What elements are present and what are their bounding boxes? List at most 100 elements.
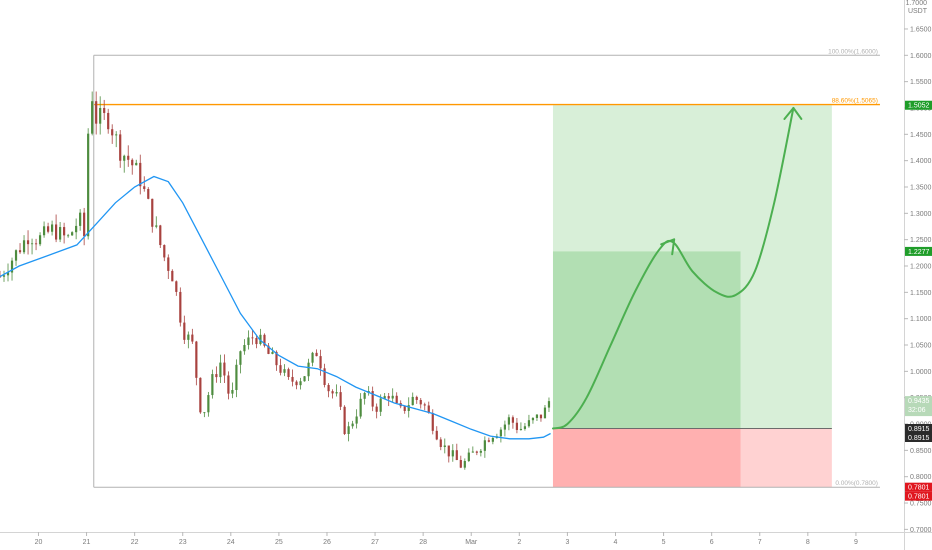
candle-body bbox=[419, 399, 422, 405]
candle-body bbox=[343, 406, 346, 435]
candle-body bbox=[171, 270, 174, 282]
price-tick-label: 1.3000 bbox=[910, 211, 932, 218]
candle-body bbox=[14, 250, 18, 261]
candle-body bbox=[235, 364, 238, 391]
time-tick-label: 3 bbox=[565, 539, 569, 546]
candle-body bbox=[315, 352, 318, 357]
time-tick-label: 27 bbox=[371, 539, 379, 546]
candle-body bbox=[351, 423, 354, 427]
candle-body bbox=[143, 186, 146, 189]
candle-body bbox=[287, 369, 290, 377]
candle-body bbox=[503, 424, 506, 430]
candle-body bbox=[359, 398, 362, 417]
time-tick-label: 25 bbox=[275, 539, 283, 546]
candle-body bbox=[319, 356, 322, 369]
candle-body bbox=[50, 224, 54, 232]
candle-body bbox=[155, 225, 158, 227]
candle-body bbox=[22, 240, 26, 253]
projection-arrowhead-1 bbox=[660, 238, 676, 256]
fib-level-label: 88.60%(1.5065) bbox=[832, 98, 878, 105]
candle-body bbox=[247, 337, 250, 346]
candle-body bbox=[531, 417, 535, 421]
take-profit-zone-1 bbox=[552, 251, 741, 429]
candle-body bbox=[303, 376, 306, 382]
candle-body bbox=[483, 440, 486, 451]
candle-body bbox=[387, 396, 390, 399]
candle-body bbox=[26, 240, 30, 245]
stop-loss-zone bbox=[552, 428, 741, 488]
price-tag-label: 1.5052 bbox=[908, 103, 930, 110]
price-tick-label: 0.8000 bbox=[910, 474, 932, 481]
candle-body bbox=[203, 412, 206, 414]
price-tick-label: 1.3500 bbox=[910, 184, 932, 191]
candle-body bbox=[487, 440, 490, 442]
candle-body bbox=[259, 334, 262, 345]
candle-body bbox=[447, 445, 450, 457]
time-tick-label: 20 bbox=[35, 539, 43, 546]
candle-body bbox=[331, 391, 334, 394]
currency-price-top: 1.7000 bbox=[906, 0, 928, 7]
candle-body bbox=[207, 395, 210, 413]
candle-body bbox=[467, 452, 470, 462]
candle-body bbox=[347, 426, 350, 435]
candle-body bbox=[211, 374, 214, 396]
candle-body bbox=[539, 414, 543, 419]
candle-body bbox=[187, 334, 190, 340]
candle-body bbox=[151, 198, 154, 227]
price-tick-label: 1.4500 bbox=[910, 132, 932, 139]
candle-body bbox=[42, 226, 46, 236]
candle-body bbox=[407, 405, 410, 411]
candle-body bbox=[271, 351, 274, 354]
candle-body bbox=[83, 212, 86, 237]
candle-body bbox=[515, 422, 519, 430]
time-axis[interactable]: 20 21 22 23 24 25 26 27 28 Mar 2 3 4 5 6 7 8 9 bbox=[35, 532, 858, 546]
candle-body bbox=[439, 439, 442, 447]
candle-body bbox=[131, 159, 134, 166]
candle-body bbox=[511, 417, 515, 423]
price-tick-label: 1.5500 bbox=[910, 79, 932, 86]
candle-body bbox=[283, 369, 286, 373]
candle-body bbox=[219, 362, 222, 378]
price-tick-label: 0.7000 bbox=[910, 527, 932, 534]
candle-body bbox=[279, 365, 282, 373]
price-tick-label: 0.7500 bbox=[910, 501, 932, 508]
fib-level-label: 100.00%(1.6000) bbox=[828, 48, 878, 55]
candle-body bbox=[475, 451, 478, 453]
candle-body bbox=[427, 405, 430, 414]
time-tick-label: 6 bbox=[710, 539, 714, 546]
candle-body bbox=[227, 375, 230, 394]
time-tick-label: Mar bbox=[465, 539, 478, 546]
candle-body bbox=[46, 226, 50, 232]
candle-body bbox=[255, 338, 258, 345]
candle-body bbox=[67, 235, 70, 237]
price-tags: 1.5052 1.2277 0.9435 32:06 0.8915 0.8915 0.780… bbox=[905, 100, 932, 501]
time-tick-label: 2 bbox=[517, 539, 521, 546]
candle-body bbox=[435, 430, 438, 440]
candle-body bbox=[147, 188, 150, 199]
candle-body bbox=[415, 396, 418, 400]
candle-body bbox=[103, 107, 106, 113]
moving-average-line bbox=[0, 175, 551, 440]
candle-body bbox=[107, 112, 110, 130]
candle-body bbox=[431, 413, 434, 431]
candle-body bbox=[291, 376, 294, 382]
candle-body bbox=[355, 416, 358, 424]
candle-body bbox=[403, 406, 406, 411]
candle-body bbox=[547, 401, 551, 408]
candle-body bbox=[6, 272, 10, 276]
candle-body bbox=[75, 225, 78, 233]
position-zones bbox=[552, 105, 832, 488]
price-tick-label: 1.0500 bbox=[910, 343, 932, 350]
candle-body bbox=[183, 322, 186, 340]
candle-body bbox=[179, 291, 182, 323]
projection-arrows bbox=[552, 106, 803, 430]
time-tick-label: 26 bbox=[323, 539, 331, 546]
candle-body bbox=[115, 134, 118, 136]
price-tick-label: 1.6000 bbox=[910, 53, 932, 60]
price-tag-countdown: 32:06 bbox=[908, 407, 926, 414]
candle-body bbox=[479, 450, 482, 453]
candle-body bbox=[275, 351, 278, 366]
candle-body bbox=[471, 451, 474, 453]
candle-body bbox=[507, 417, 511, 425]
